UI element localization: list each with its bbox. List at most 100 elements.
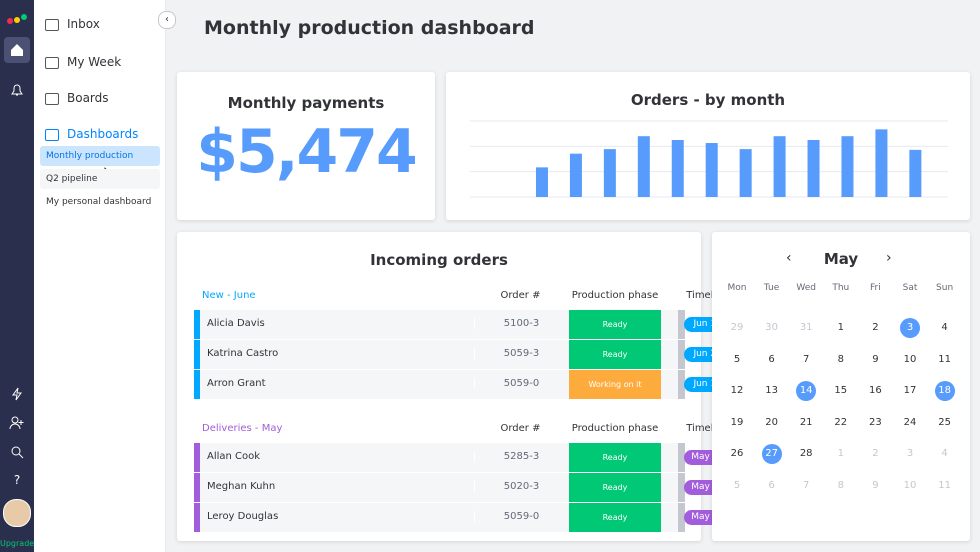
column-header: Timeline — [686, 290, 729, 301]
nav-icon[interactable] — [45, 19, 59, 31]
day[interactable]: 27 — [765, 448, 778, 460]
home-icon[interactable] — [4, 37, 30, 63]
day[interactable]: 10 — [903, 353, 917, 365]
day[interactable]: 31 — [799, 322, 813, 333]
day[interactable]: 22 — [834, 416, 848, 428]
weekday: Tue — [763, 283, 780, 293]
status: Ready — [569, 310, 661, 339]
day[interactable]: 9 — [872, 480, 879, 491]
nav-icon[interactable] — [45, 57, 59, 69]
bell-icon[interactable] — [9, 82, 25, 98]
day[interactable]: 6 — [768, 353, 775, 365]
row-name: Allan Cook — [207, 451, 261, 462]
status: Ready — [569, 340, 661, 369]
upgrade[interactable]: Upgrade — [0, 539, 35, 548]
day[interactable]: 14 — [799, 385, 813, 397]
row-name: Alicia Davis — [207, 318, 265, 329]
dashboard-item[interactable]: My personal dashboard — [46, 197, 152, 207]
day[interactable]: 13 — [765, 385, 778, 397]
row-strip — [194, 310, 200, 339]
day[interactable]: 20 — [765, 416, 778, 428]
row-name: Meghan Kuhn — [207, 481, 276, 492]
day[interactable]: 1 — [837, 448, 844, 460]
selected-day — [761, 444, 782, 465]
day[interactable]: 15 — [834, 385, 848, 397]
order-number: 5020-3 — [474, 481, 568, 492]
bar — [739, 149, 752, 197]
nav-icon[interactable] — [45, 129, 59, 141]
day[interactable]: 3 — [906, 448, 914, 460]
day[interactable]: 4 — [941, 322, 948, 333]
dashboard-item[interactable]: Monthly production — [40, 146, 160, 166]
day[interactable]: 16 — [869, 385, 882, 397]
day[interactable]: 4 — [941, 448, 948, 460]
day[interactable]: 24 — [903, 416, 917, 428]
column-header: Production phase — [571, 423, 659, 434]
bolt-icon[interactable] — [9, 386, 25, 402]
day[interactable]: 5 — [733, 353, 741, 365]
day[interactable]: 8 — [837, 480, 844, 491]
day[interactable]: 9 — [872, 353, 879, 365]
collapse-button[interactable]: ‹ — [158, 11, 176, 29]
day[interactable]: 8 — [837, 353, 844, 365]
day[interactable]: 2 — [872, 322, 879, 333]
row-name: Leroy Douglas — [207, 511, 279, 522]
bar-chart — [470, 120, 948, 198]
nav-item[interactable]: Inbox — [67, 17, 100, 31]
nav-icon[interactable] — [45, 93, 59, 105]
day[interactable]: 17 — [903, 385, 917, 397]
help-icon[interactable]: ? — [13, 473, 21, 487]
day[interactable]: 18 — [938, 385, 951, 397]
bar — [909, 149, 922, 197]
day[interactable]: 25 — [938, 416, 951, 428]
left-rail: ? Upgrade — [0, 0, 34, 552]
selected-day — [796, 381, 817, 402]
day[interactable]: 6 — [768, 480, 775, 491]
bar — [705, 143, 718, 197]
day[interactable]: 10 — [903, 480, 917, 491]
day[interactable]: 26 — [730, 448, 744, 460]
day[interactable]: 30 — [765, 322, 778, 333]
calendar-card: ‹ › May Mon Tue Wed Thu Fri Sat Sun 29 30 31 1 2 3 4 5… — [712, 232, 970, 541]
column-header: Order # — [500, 423, 541, 434]
orders-chart-card: Orders - by month — [446, 72, 970, 220]
invite-icon[interactable] — [9, 415, 25, 431]
row-end — [678, 503, 685, 532]
prev-month[interactable]: ‹ — [786, 250, 792, 266]
day[interactable]: 7 — [803, 480, 810, 491]
day[interactable]: 23 — [869, 416, 882, 428]
nav-item[interactable]: Boards — [67, 91, 109, 105]
row-strip — [194, 370, 200, 399]
nav-item[interactable]: Dashboards — [67, 127, 139, 141]
day[interactable]: 7 — [803, 353, 810, 365]
day[interactable]: 2 — [872, 448, 879, 460]
weekday: Sat — [902, 283, 918, 293]
column-header: Order # — [500, 290, 541, 301]
day[interactable]: 19 — [730, 416, 744, 428]
avatar[interactable] — [3, 499, 31, 527]
search-icon[interactable] — [9, 444, 25, 460]
day[interactable]: 11 — [938, 480, 951, 491]
row-strip — [194, 473, 200, 502]
group-name: Deliveries - May — [202, 423, 283, 434]
row-strip — [194, 340, 200, 369]
day[interactable]: 3 — [906, 322, 914, 333]
next-month[interactable]: › — [886, 250, 892, 266]
day[interactable]: 29 — [730, 322, 744, 333]
bar — [773, 136, 786, 197]
day[interactable]: 28 — [799, 448, 813, 460]
day[interactable]: 21 — [799, 416, 813, 428]
day[interactable]: 5 — [733, 480, 741, 491]
order-number: 5059-0 — [474, 378, 568, 389]
weekday: Sun — [936, 283, 954, 293]
dashboard-item[interactable]: Q2 pipeline — [40, 169, 160, 189]
column-header: Production phase — [571, 290, 659, 301]
row-end — [678, 340, 685, 369]
nav-item[interactable]: My Week — [67, 55, 122, 69]
day[interactable]: 1 — [837, 322, 844, 333]
calendar-month: May — [823, 250, 859, 268]
row-end — [678, 370, 685, 399]
day[interactable]: 11 — [938, 353, 951, 365]
day[interactable]: 12 — [730, 385, 744, 397]
